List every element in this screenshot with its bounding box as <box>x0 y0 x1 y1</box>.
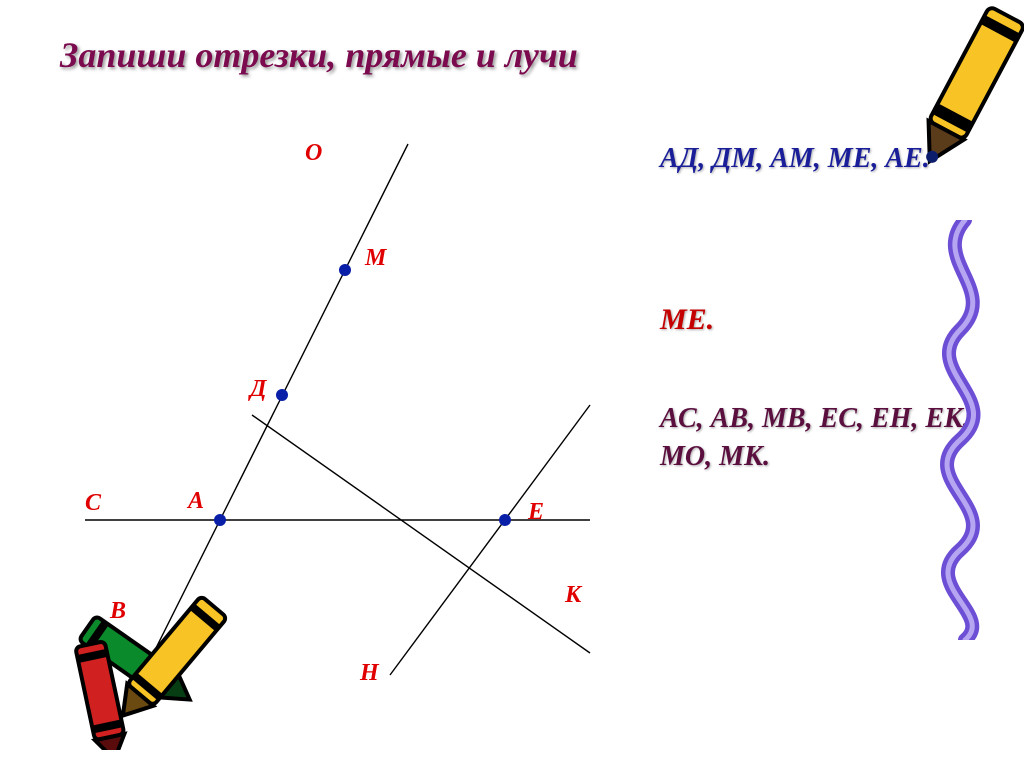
page-title: Запиши отрезки, прямые и лучи <box>60 34 578 76</box>
label-K: К <box>564 582 583 608</box>
label-H: Н <box>359 660 380 686</box>
squiggle-icon <box>920 220 1010 645</box>
label-E: Е <box>527 499 544 525</box>
label-C: С <box>85 490 102 516</box>
label-O: О <box>305 140 322 166</box>
label-M: М <box>364 245 388 271</box>
point-E <box>499 514 511 526</box>
crayon-topright-icon <box>890 0 1024 210</box>
point-A <box>214 514 226 526</box>
label-D: Д <box>248 376 268 402</box>
diagram-line <box>390 405 590 675</box>
crayons-bottomleft-icon <box>55 560 255 755</box>
answer-lines: МЕ. <box>660 300 960 341</box>
point-D <box>276 389 288 401</box>
diagram-line <box>252 415 590 653</box>
label-A: А <box>186 488 204 514</box>
point-M <box>339 264 351 276</box>
